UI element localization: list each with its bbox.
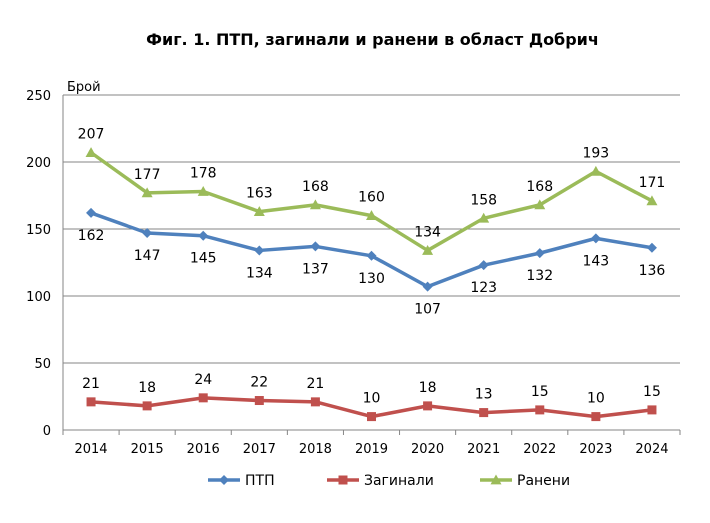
data-label-zaginali: 15 — [531, 384, 549, 400]
x-tick-label: 2020 — [411, 442, 444, 457]
data-label-ptp: 137 — [302, 261, 329, 277]
data-label-zaginali: 10 — [363, 391, 381, 407]
data-label-raneni: 207 — [78, 127, 105, 143]
y-tick-label: 150 — [26, 223, 51, 238]
data-label-raneni: 163 — [246, 186, 273, 202]
data-label-zaginali: 15 — [643, 384, 661, 400]
data-point-ptp — [142, 228, 153, 239]
data-point-raneni — [309, 199, 321, 210]
x-tick-label: 2014 — [74, 442, 107, 457]
data-label-ptp: 162 — [78, 228, 105, 244]
legend-marker-raneni — [490, 474, 502, 485]
legend-label-zaginali: Загинали — [364, 473, 434, 489]
data-point-ptp — [422, 281, 433, 292]
x-tick-label: 2023 — [579, 442, 612, 457]
data-label-ptp: 107 — [414, 302, 441, 318]
data-point-ptp — [366, 250, 377, 261]
data-label-raneni: 158 — [470, 192, 497, 208]
data-point-zaginali — [479, 408, 489, 418]
chart-title: Фиг. 1. ПТП, загинали и ранени в област … — [146, 30, 599, 49]
data-point-raneni — [85, 147, 97, 158]
x-tick-label: 2015 — [131, 442, 164, 457]
data-label-zaginali: 13 — [475, 387, 493, 403]
data-label-ptp: 130 — [358, 271, 385, 287]
x-tick-label: 2019 — [355, 442, 388, 457]
series-group — [85, 147, 658, 422]
data-point-ptp — [198, 230, 209, 241]
data-label-zaginali: 22 — [250, 375, 268, 391]
legend-marker-zaginali — [338, 475, 348, 485]
data-label-raneni: 168 — [526, 179, 553, 195]
data-label-zaginali: 18 — [419, 380, 437, 396]
data-point-ptp — [254, 245, 265, 256]
legend-marker-ptp — [219, 475, 229, 485]
data-point-raneni — [141, 187, 153, 198]
data-label-raneni: 171 — [639, 175, 666, 191]
data-point-zaginali — [367, 412, 376, 422]
data-label-ptp: 143 — [582, 253, 609, 269]
gridlines — [63, 94, 680, 364]
legend: ПТП Загинали Ранени — [208, 473, 570, 489]
data-point-ptp — [86, 207, 97, 218]
y-tick-label: 50 — [34, 357, 51, 372]
y-tick-labels: 0 50 100 150 200 250 — [26, 89, 51, 439]
data-point-raneni — [534, 199, 546, 210]
axes — [62, 95, 681, 435]
x-tick-labels: 2014 2015 2016 2017 2018 2019 2020 2021 2022 2023… — [74, 442, 668, 457]
data-point-zaginali — [535, 405, 545, 415]
data-label-zaginali: 24 — [194, 372, 212, 388]
y-axis-label: Брой — [67, 80, 101, 95]
data-point-ptp — [646, 242, 657, 253]
data-label-ptp: 145 — [190, 251, 217, 267]
data-label-ptp: 132 — [526, 268, 553, 284]
data-label-zaginali: 21 — [82, 376, 100, 392]
data-point-zaginali — [591, 412, 601, 422]
data-point-ptp — [534, 248, 545, 259]
data-point-raneni — [253, 206, 265, 216]
data-point-zaginali — [310, 397, 320, 407]
data-label-ptp: 147 — [134, 248, 161, 264]
data-label-raneni: 193 — [582, 145, 609, 161]
y-tick-label: 200 — [26, 156, 51, 171]
y-tick-label: 0 — [43, 424, 51, 439]
data-point-zaginali — [86, 397, 96, 407]
data-labels: 162 147 145 134 137 130 107 123 132 143 136 21 18 24 2… — [78, 127, 666, 407]
data-point-zaginali — [142, 401, 152, 411]
data-label-zaginali: 10 — [587, 391, 605, 407]
data-label-ptp: 136 — [639, 263, 666, 279]
legend-label-raneni: Ранени — [517, 473, 570, 489]
y-tick-label: 100 — [26, 290, 51, 305]
x-tick-label: 2018 — [299, 442, 332, 457]
data-label-zaginali: 21 — [306, 376, 324, 392]
data-point-raneni — [478, 212, 490, 223]
data-point-zaginali — [254, 396, 264, 406]
data-label-zaginali: 18 — [138, 380, 156, 396]
x-tick-label: 2016 — [187, 442, 220, 457]
data-point-raneni — [590, 165, 602, 176]
data-point-zaginali — [647, 405, 657, 415]
legend-label-ptp: ПТП — [245, 473, 275, 489]
data-point-zaginali — [423, 401, 433, 411]
x-tick-label: 2024 — [635, 442, 668, 457]
data-point-raneni — [197, 185, 209, 196]
data-point-ptp — [478, 260, 489, 271]
data-label-ptp: 134 — [246, 265, 273, 281]
x-tick-label: 2017 — [243, 442, 276, 457]
data-label-raneni: 177 — [134, 167, 161, 183]
x-tick-label: 2022 — [523, 442, 556, 457]
y-tick-label: 250 — [26, 89, 51, 104]
data-label-raneni: 168 — [302, 179, 329, 195]
data-point-raneni — [366, 210, 377, 220]
data-label-raneni: 178 — [190, 165, 217, 181]
data-point-raneni — [646, 195, 658, 206]
data-label-ptp: 123 — [470, 280, 497, 296]
data-label-raneni: 134 — [414, 224, 441, 240]
data-label-raneni: 160 — [358, 190, 385, 206]
x-tick-label: 2021 — [467, 442, 500, 457]
data-point-ptp — [590, 233, 601, 244]
data-point-zaginali — [198, 393, 208, 403]
data-point-ptp — [310, 241, 321, 252]
data-point-raneni — [422, 244, 434, 255]
